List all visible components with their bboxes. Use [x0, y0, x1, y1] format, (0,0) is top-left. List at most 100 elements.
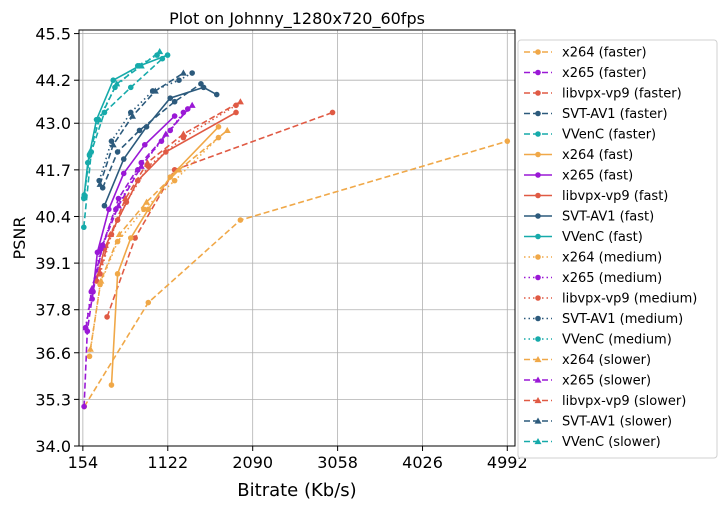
- legend-label: libvpx-vp9 (fast): [562, 189, 668, 204]
- data-point: [108, 382, 115, 388]
- data-point: [132, 235, 138, 241]
- data-point: [129, 112, 137, 119]
- data-point: [86, 148, 94, 155]
- series-line: [88, 137, 220, 357]
- legend-marker: [535, 151, 541, 158]
- legend-marker: [535, 295, 541, 301]
- data-point: [110, 77, 117, 84]
- legend-item-x265-fast: x265 (fast): [524, 169, 633, 184]
- legend-item-x265-slower: x265 (slower): [524, 374, 651, 389]
- y-tick-label: 41.7: [35, 161, 71, 180]
- data-point: [137, 62, 145, 69]
- data-point: [127, 84, 134, 91]
- legend-item-libvpx-vp9-medium: libvpx-vp9 (medium): [524, 292, 697, 307]
- data-point: [145, 299, 152, 306]
- legend-marker: [535, 336, 541, 342]
- legend-marker: [535, 69, 541, 76]
- legend-label: x264 (medium): [562, 251, 662, 266]
- legend-marker: [535, 131, 541, 137]
- data-point: [104, 314, 110, 320]
- data-point: [237, 217, 244, 223]
- legend-marker: [535, 254, 541, 260]
- series-line: [89, 129, 228, 350]
- data-point: [329, 109, 336, 116]
- legend-label: SVT-AV1 (faster): [562, 107, 668, 122]
- chart-title: Plot on Johnny_1280x720_60fps: [169, 9, 425, 29]
- data-point: [162, 130, 170, 137]
- data-point: [171, 98, 178, 105]
- data-point: [176, 77, 182, 84]
- y-tick-label: 43.0: [35, 114, 71, 133]
- legend-item-x264-fast: x264 (fast): [524, 148, 633, 163]
- legend-item-x264-faster: x264 (faster): [524, 46, 647, 61]
- legend-label: x265 (faster): [562, 66, 647, 81]
- data-point: [143, 124, 150, 130]
- data-point: [82, 324, 90, 331]
- legend-marker: [534, 417, 542, 424]
- series-x265-fast: [89, 113, 178, 302]
- grid: [79, 30, 515, 447]
- data-point: [96, 180, 104, 187]
- legend-label: SVT-AV1 (medium): [562, 312, 683, 327]
- legend-marker: [535, 274, 541, 281]
- data-point: [175, 166, 183, 173]
- data-point: [120, 170, 127, 177]
- x-tick-label: 4992: [487, 453, 528, 472]
- data-point: [88, 284, 96, 291]
- data-point: [223, 126, 231, 134]
- y-tick-label: 45.5: [35, 25, 71, 44]
- legend-marker: [535, 233, 541, 240]
- data-point: [81, 403, 87, 410]
- legend-item-x264-slower: x264 (slower): [524, 353, 651, 368]
- series-line: [83, 50, 161, 196]
- legend-label: libvpx-vp9 (faster): [562, 87, 682, 102]
- data-point: [189, 70, 195, 76]
- data-point: [114, 202, 122, 209]
- data-point: [145, 206, 152, 213]
- series-group: [80, 48, 511, 410]
- series-line: [106, 111, 333, 318]
- data-point: [137, 162, 145, 169]
- legend-item-libvpx-vp9-slower: libvpx-vp9 (slower): [524, 394, 686, 409]
- data-point: [95, 116, 103, 123]
- legend-label: VVenC (faster): [562, 128, 656, 143]
- data-point: [93, 278, 100, 284]
- legend-marker: [535, 49, 541, 55]
- data-point: [114, 271, 121, 277]
- data-point: [164, 52, 171, 58]
- data-point: [86, 345, 94, 352]
- series-line: [98, 101, 241, 275]
- y-axis-label: PSNR: [10, 217, 29, 260]
- legend-item-x265-medium: x265 (medium): [524, 271, 662, 286]
- legend-label: x264 (slower): [562, 353, 651, 368]
- legend-marker: [534, 356, 542, 363]
- data-point: [188, 101, 196, 108]
- y-tick-label: 44.2: [35, 71, 71, 90]
- legend-marker: [535, 192, 541, 199]
- data-point: [127, 235, 134, 241]
- data-point: [151, 87, 159, 94]
- legend-item-svt-av1-faster: SVT-AV1 (faster): [524, 107, 668, 122]
- series-svt-av1-slower: [96, 69, 187, 187]
- data-point: [180, 109, 187, 116]
- series-line: [98, 72, 193, 181]
- series-line: [83, 140, 508, 408]
- series-libvpx-vp9-slower: [95, 98, 244, 277]
- legend-label: SVT-AV1 (fast): [562, 210, 654, 225]
- data-point: [200, 84, 207, 91]
- y-tick-label: 40.4: [35, 207, 71, 226]
- legend-label: x265 (medium): [562, 271, 662, 286]
- legend-label: VVenC (fast): [562, 230, 643, 245]
- legend-item-vvenc-slower: VVenC (slower): [524, 435, 661, 450]
- data-point: [115, 230, 123, 238]
- y-tick-label: 35.3: [35, 390, 71, 409]
- series-line: [91, 115, 176, 300]
- data-point: [236, 98, 244, 105]
- data-point: [163, 149, 169, 155]
- data-point: [107, 230, 115, 238]
- legend-item-libvpx-vp9-faster: libvpx-vp9 (faster): [524, 87, 682, 102]
- data-point: [97, 277, 105, 284]
- data-point: [215, 124, 222, 130]
- legend-item-svt-av1-slower: SVT-AV1 (slower): [524, 415, 672, 430]
- data-point: [81, 224, 87, 231]
